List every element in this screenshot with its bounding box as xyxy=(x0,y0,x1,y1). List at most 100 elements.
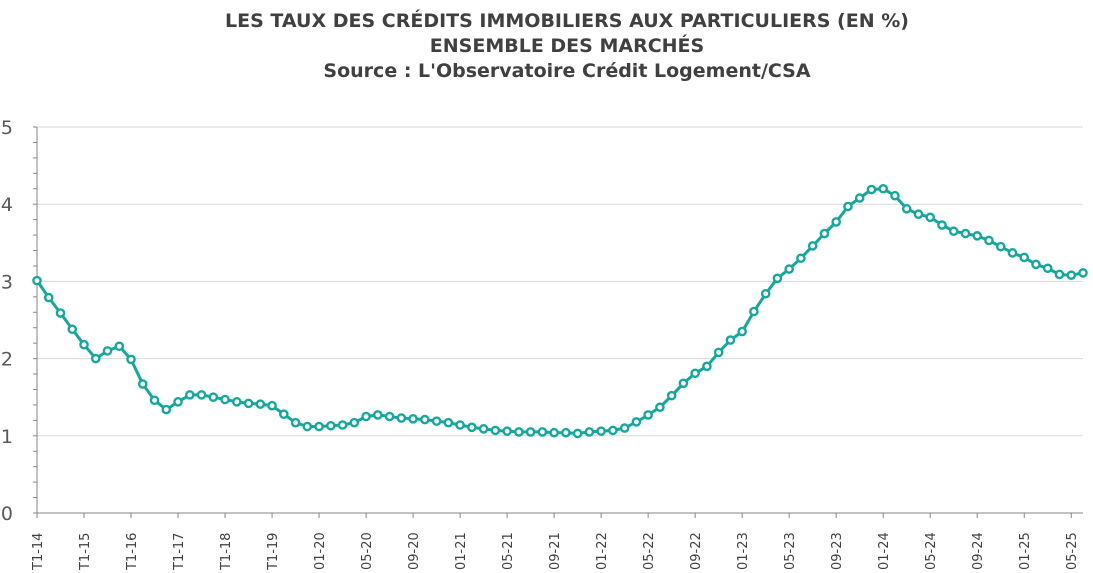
x-tick-label: 05-24 xyxy=(924,532,939,570)
data-point xyxy=(32,275,42,286)
x-tick-label: T1-15 xyxy=(78,533,93,571)
data-point xyxy=(231,397,242,407)
data-point xyxy=(149,395,160,406)
data-point xyxy=(643,410,653,420)
data-point xyxy=(1066,270,1077,281)
data-point xyxy=(267,400,277,411)
x-tick-label: 01-21 xyxy=(454,532,469,570)
data-point xyxy=(890,190,900,201)
data-point xyxy=(208,392,219,403)
data-point xyxy=(55,308,66,318)
chart-title-line-3: Source : L'Observatoire Crédit Logement/… xyxy=(323,60,810,82)
data-point xyxy=(749,306,759,317)
data-point xyxy=(948,226,959,237)
data-point xyxy=(725,335,736,345)
data-point xyxy=(255,399,266,409)
data-point xyxy=(431,416,442,426)
data-point xyxy=(126,354,136,365)
gridlines xyxy=(37,126,1083,437)
data-point xyxy=(161,404,172,415)
x-tick-label: 01-24 xyxy=(877,532,892,570)
data-point xyxy=(467,422,477,433)
data-point xyxy=(737,326,747,337)
data-point xyxy=(960,228,971,239)
data-point xyxy=(79,339,89,350)
data-point xyxy=(843,201,853,212)
data-point xyxy=(913,209,924,220)
data-point xyxy=(302,421,313,432)
data-point xyxy=(314,421,324,432)
data-point xyxy=(1007,248,1018,258)
x-tick-label: 09-20 xyxy=(407,532,422,570)
data-point xyxy=(925,212,936,223)
data-point xyxy=(408,414,418,424)
axes xyxy=(33,126,1083,518)
data-point xyxy=(478,424,489,434)
y-tick-label: 3 xyxy=(1,271,13,293)
data-point xyxy=(807,241,818,251)
x-tick-label: T1-14 xyxy=(31,533,46,571)
data-point xyxy=(631,417,642,427)
data-point xyxy=(537,427,548,437)
data-point xyxy=(279,409,289,419)
data-point xyxy=(396,413,407,423)
y-tick-label: 1 xyxy=(1,426,13,448)
x-tick-label: T1-16 xyxy=(125,533,140,571)
data-point xyxy=(290,417,301,428)
x-tick-label: 01-20 xyxy=(313,532,328,570)
data-point xyxy=(220,394,230,405)
y-tick-label: 0 xyxy=(1,503,13,525)
data-point xyxy=(866,184,877,195)
data-point xyxy=(373,410,383,420)
data-point xyxy=(655,402,665,413)
data-point xyxy=(184,390,195,400)
chart-title-line-2: ENSEMBLE DES MARCHÉS xyxy=(430,34,704,57)
y-tick-label: 5 xyxy=(1,117,13,139)
y-tick-label: 4 xyxy=(1,194,13,216)
data-point xyxy=(796,253,806,264)
data-point xyxy=(549,427,559,438)
data-point xyxy=(455,420,465,430)
data-point xyxy=(819,228,830,239)
data-point xyxy=(337,420,348,430)
data-point xyxy=(1019,252,1030,263)
data-point xyxy=(831,217,841,227)
chart-title-line-1: LES TAUX DES CRÉDITS IMMOBILIERS AUX PAR… xyxy=(225,9,909,32)
x-tick-label: 01-23 xyxy=(736,532,751,570)
data-point xyxy=(1031,259,1041,270)
x-tick-label: 01-22 xyxy=(595,532,610,570)
data-point xyxy=(972,231,983,241)
x-tick-label: 01-25 xyxy=(1018,532,1033,570)
x-tick-label: 05-25 xyxy=(1065,532,1080,570)
y-tick-label: 2 xyxy=(1,349,13,371)
x-tick-label: 05-23 xyxy=(783,532,798,570)
data-point xyxy=(619,423,630,433)
data-point xyxy=(666,390,677,401)
series-taux xyxy=(32,183,1088,439)
data-point xyxy=(760,288,771,299)
data-point xyxy=(984,235,994,246)
data-point xyxy=(854,193,865,203)
data-point xyxy=(514,427,524,437)
data-point xyxy=(243,398,254,409)
data-point xyxy=(1042,263,1053,274)
data-point xyxy=(878,183,889,194)
x-tick-label: 05-21 xyxy=(501,532,516,570)
data-point xyxy=(596,426,606,436)
y-axis-ticks: 0 1 2 3 4 5 xyxy=(1,117,13,525)
data-point xyxy=(361,411,371,422)
x-tick-label: 05-20 xyxy=(360,532,375,570)
data-point xyxy=(114,341,125,352)
data-point xyxy=(525,427,536,437)
data-point xyxy=(196,390,207,400)
data-point xyxy=(784,264,794,274)
x-tick-label: T1-18 xyxy=(219,533,234,571)
data-point xyxy=(772,273,783,284)
x-tick-label: T1-17 xyxy=(172,533,187,571)
x-axis-ticks: T1-14 T1-15 T1-16 T1-17 T1-18 T1-19 01-20 05-20… xyxy=(31,532,1080,571)
data-point xyxy=(67,324,78,335)
x-tick-label: 09-24 xyxy=(971,532,986,570)
data-point xyxy=(326,420,336,431)
data-point xyxy=(702,361,712,372)
data-point xyxy=(137,379,148,389)
